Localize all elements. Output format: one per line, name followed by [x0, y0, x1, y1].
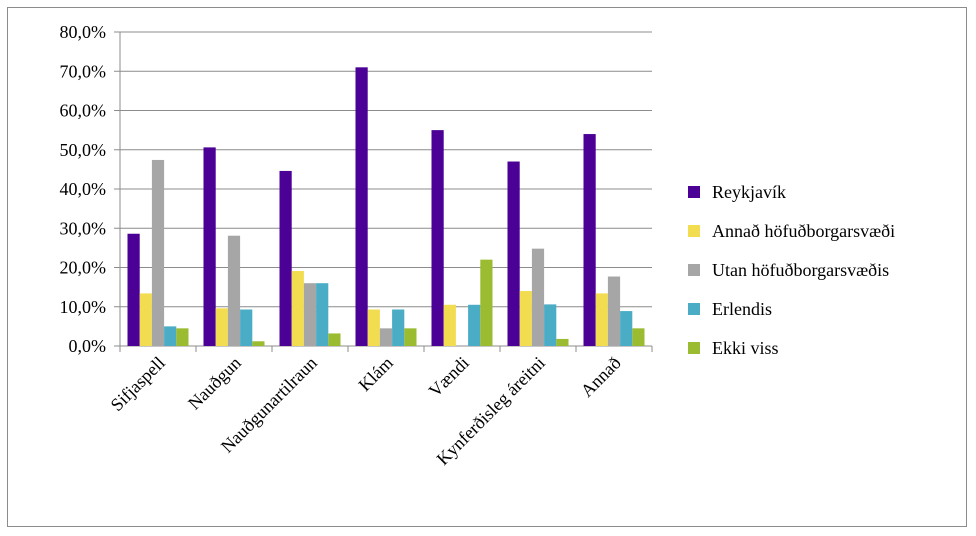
bar	[328, 333, 341, 346]
y-tick-label: 0,0%	[69, 336, 107, 356]
bar	[203, 147, 216, 346]
bar	[367, 309, 380, 346]
y-tick-label: 70,0%	[60, 61, 107, 81]
y-tick-label: 50,0%	[60, 140, 107, 160]
bar	[227, 235, 241, 346]
legend-swatch	[688, 303, 700, 315]
bar	[404, 328, 417, 346]
y-tick-label: 60,0%	[60, 101, 107, 121]
x-tick-label: Nauðgun	[184, 353, 245, 414]
bar	[164, 326, 177, 346]
legend-label: Erlendis	[712, 299, 772, 319]
y-tick-label: 20,0%	[60, 258, 107, 278]
bar	[279, 170, 292, 346]
bar	[139, 293, 152, 346]
legend-label: Ekki viss	[712, 338, 779, 358]
bar	[379, 328, 393, 346]
bar	[556, 338, 569, 346]
bar	[303, 283, 317, 346]
legend-label: Annað höfuðborgarsvæði	[712, 221, 895, 241]
x-tick-label: Annað	[577, 353, 625, 401]
bar	[595, 293, 608, 346]
bar	[507, 161, 520, 346]
bar	[544, 304, 557, 346]
x-tick-label: Vændi	[425, 353, 473, 401]
bar	[127, 233, 140, 346]
bar	[392, 309, 405, 346]
y-tick-label: 80,0%	[60, 22, 107, 42]
y-tick-label: 30,0%	[60, 218, 107, 238]
bar	[443, 304, 456, 346]
bar	[468, 304, 481, 346]
bar	[291, 271, 304, 346]
bar	[215, 308, 228, 346]
bar	[431, 130, 444, 346]
legend-swatch	[688, 225, 700, 237]
bar	[151, 159, 165, 346]
legend-label: Reykjavík	[712, 182, 786, 202]
bar	[632, 328, 645, 346]
bar	[480, 259, 493, 346]
bar	[620, 311, 633, 346]
x-tick-label: Sifjaspell	[107, 353, 169, 415]
legend-swatch	[688, 264, 700, 276]
legend-swatch	[688, 186, 700, 198]
bar	[316, 283, 329, 346]
legend-swatch	[688, 342, 700, 354]
legend-label: Utan höfuðborgarsvæðis	[712, 260, 889, 280]
bar	[583, 134, 596, 346]
bar	[607, 276, 621, 346]
bar	[519, 291, 532, 346]
x-tick-label: Klám	[354, 353, 396, 395]
y-tick-label: 10,0%	[60, 297, 107, 317]
bar	[531, 248, 545, 346]
y-tick-label: 40,0%	[60, 179, 107, 199]
bar	[252, 341, 265, 346]
bar	[240, 309, 253, 346]
bar	[355, 67, 368, 346]
bar	[176, 328, 189, 346]
